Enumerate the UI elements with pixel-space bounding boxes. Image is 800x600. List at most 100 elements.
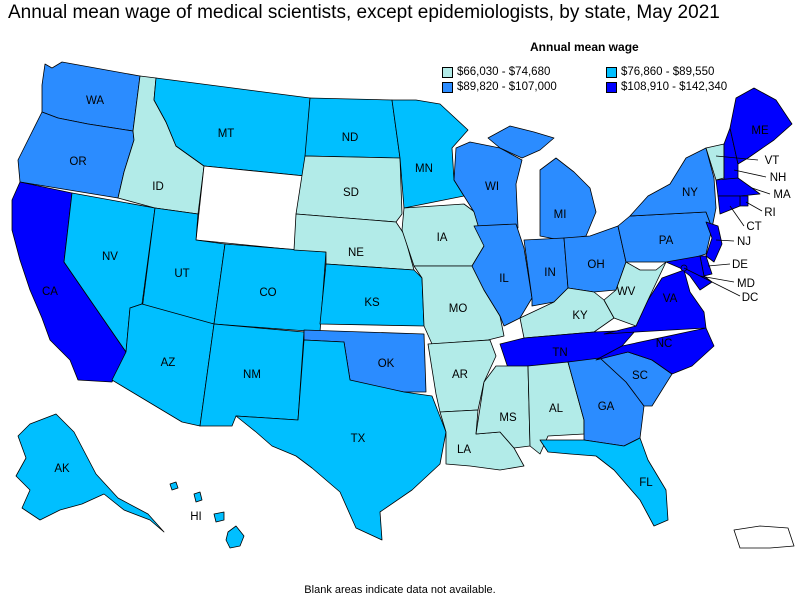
state-WV[interactable]: [603, 261, 667, 327]
leader-line-vt: [715, 155, 759, 161]
state-CT[interactable]: [717, 195, 741, 215]
state-label-mo: MO: [449, 303, 468, 315]
leader-line-ri: [745, 201, 763, 212]
map-title: Annual mean wage of medical scientists, …: [8, 2, 720, 23]
state-label-tn: TN: [552, 347, 567, 359]
state-label-nv: NV: [102, 251, 118, 263]
state-label-id: ID: [152, 181, 164, 193]
state-AR[interactable]: [427, 339, 497, 413]
state-label-ar: AR: [452, 369, 468, 381]
state-label-mi: MI: [554, 209, 567, 221]
leader-line-ma: [751, 187, 771, 195]
state-ND[interactable]: [304, 97, 401, 159]
legend-label: $66,030 - $74,680: [457, 66, 551, 78]
state-NH[interactable]: [723, 127, 739, 181]
legend-swatch: [442, 66, 453, 78]
state-NY[interactable]: [629, 147, 717, 229]
state-KS[interactable]: [319, 263, 425, 327]
state-label-ny: NY: [682, 187, 698, 199]
state-WI[interactable]: [453, 141, 523, 233]
state-IL[interactable]: [471, 223, 533, 327]
state-WY[interactable]: [195, 165, 306, 251]
state-label-az: AZ: [161, 357, 176, 369]
state-label-ct: CT: [746, 221, 761, 233]
state-label-md: MD: [737, 278, 755, 290]
state-label-or: OR: [69, 156, 86, 168]
state-label-nh: NH: [770, 172, 787, 184]
state-label-ms: MS: [499, 412, 517, 424]
state-label-sc: SC: [632, 370, 648, 382]
state-NJ[interactable]: [705, 221, 723, 263]
legend-label: $76,860 - $89,550: [621, 66, 715, 78]
state-label-wi: WI: [485, 181, 499, 193]
legend-item-tier-3: $108,910 - $142,340: [606, 81, 727, 93]
state-label-hi: HI: [190, 511, 202, 523]
state-label-va: VA: [663, 293, 678, 305]
state-label-me: ME: [751, 125, 769, 137]
state-label-wa: WA: [86, 95, 104, 107]
state-label-tx: TX: [351, 433, 366, 445]
state-label-dc: DC: [742, 292, 759, 304]
state-PR[interactable]: [733, 525, 795, 549]
state-label-ne: NE: [348, 247, 364, 259]
state-label-ok: OK: [378, 358, 395, 370]
legend-item-tier-2: $89,820 - $107,000: [442, 81, 557, 93]
legend-label: $108,910 - $142,340: [621, 81, 728, 93]
state-label-co: CO: [259, 287, 276, 299]
state-label-ak: AK: [54, 463, 70, 475]
state-label-nc: NC: [656, 338, 673, 350]
state-TX[interactable]: [235, 339, 447, 541]
state-label-ut: UT: [174, 268, 189, 280]
state-label-ky: KY: [572, 310, 588, 322]
state-MN[interactable]: [391, 99, 469, 209]
state-MA[interactable]: [715, 177, 761, 197]
state-label-mt: MT: [218, 128, 235, 140]
state-HI-oahu[interactable]: [193, 491, 203, 503]
legend-swatch: [606, 66, 617, 78]
legend-label: $89,820 - $107,000: [457, 81, 557, 93]
state-label-ma: MA: [773, 189, 791, 201]
leader-line-dc: [683, 267, 741, 297]
state-label-il: IL: [499, 273, 509, 285]
state-ME[interactable]: [729, 87, 793, 165]
legend-item-tier-1: $76,860 - $89,550: [606, 66, 714, 78]
state-label-in: IN: [544, 267, 556, 279]
legend-swatch: [606, 81, 617, 93]
state-SD[interactable]: [295, 155, 403, 223]
state-LA[interactable]: [439, 409, 525, 471]
state-FL[interactable]: [539, 437, 669, 527]
leader-line-nh: [733, 169, 767, 178]
state-AK[interactable]: [15, 413, 165, 533]
state-NC[interactable]: [595, 327, 715, 375]
state-label-ca: CA: [42, 286, 58, 298]
state-label-vt: VT: [765, 155, 780, 167]
leader-line-nj: [715, 239, 735, 242]
state-HI[interactable]: [225, 525, 245, 549]
state-labels: WA OR CA NV ID MT UT AZ CO NM ND SD NE K…: [42, 95, 791, 523]
state-label-al: AL: [549, 403, 564, 415]
legend-title: Annual mean wage: [530, 40, 639, 54]
state-MI[interactable]: [539, 157, 597, 241]
state-label-mn: MN: [415, 163, 433, 175]
state-MI-upper[interactable]: [487, 125, 555, 159]
state-HI-maui[interactable]: [213, 511, 225, 523]
state-RI[interactable]: [739, 195, 749, 207]
state-label-nd: ND: [342, 132, 359, 144]
state-label-nj: NJ: [737, 236, 751, 248]
state-label-oh: OH: [587, 259, 604, 271]
state-label-de: DE: [732, 259, 748, 271]
state-label-pa: PA: [659, 235, 674, 247]
state-label-la: LA: [457, 444, 471, 456]
legend-swatch: [442, 81, 453, 93]
state-label-sd: SD: [343, 187, 359, 199]
state-label-ga: GA: [598, 401, 615, 413]
leader-line-de: [707, 263, 731, 267]
leader-lines: [683, 155, 771, 297]
state-HI-kauai[interactable]: [169, 481, 179, 491]
state-label-ks: KS: [364, 297, 380, 309]
state-label-ia: IA: [437, 232, 448, 244]
leader-line-ct: [729, 205, 745, 227]
footnote: Blank areas indicate data not available.: [304, 584, 496, 596]
state-label-wv: WV: [617, 286, 636, 298]
